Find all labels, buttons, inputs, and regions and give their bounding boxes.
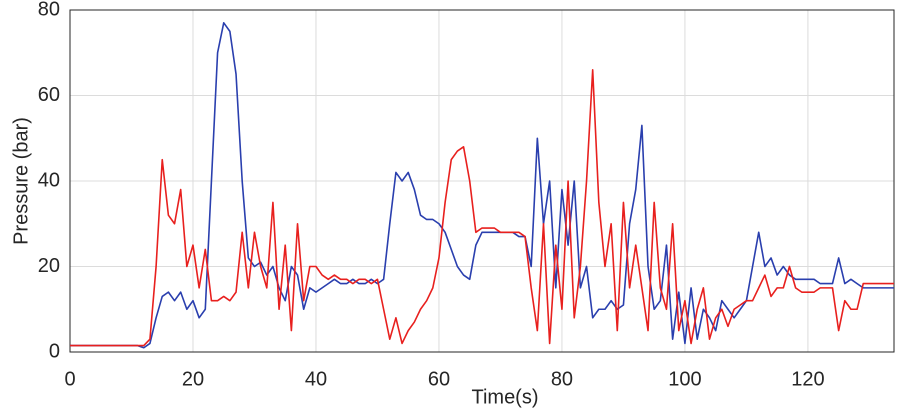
x-tick-label: 0 xyxy=(64,368,75,390)
x-axis-label: Time(s) xyxy=(471,386,538,408)
y-tick-label: 20 xyxy=(38,255,60,277)
y-axis-label: Pressure (bar) xyxy=(10,117,32,245)
y-tick-label: 80 xyxy=(38,0,60,20)
y-tick-label: 60 xyxy=(38,84,60,106)
x-tick-label: 40 xyxy=(305,368,327,390)
data-line xyxy=(70,69,894,347)
x-tick-label: 20 xyxy=(182,368,204,390)
x-tick-label: 120 xyxy=(791,368,824,390)
x-tick-label: 60 xyxy=(428,368,450,390)
data-line xyxy=(70,22,894,349)
y-tick-label: 40 xyxy=(38,169,60,191)
x-tick-label: 100 xyxy=(668,368,701,390)
plot-frame xyxy=(69,9,895,353)
y-tick-label: 0 xyxy=(49,340,60,362)
x-tick-label: 80 xyxy=(551,368,573,390)
